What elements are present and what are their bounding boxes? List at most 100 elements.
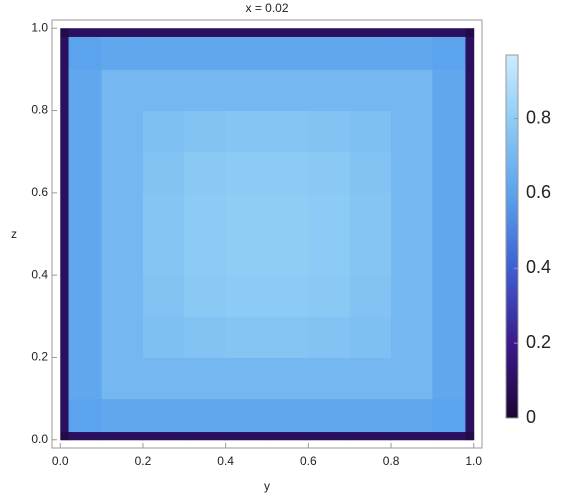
heatmap-cell [225,192,268,235]
heatmap-cell [465,36,475,70]
heatmap-cell [101,316,144,358]
heatmap-cell [349,275,392,317]
heatmap-cell [225,234,268,276]
x-tick-label: 0.8 [383,454,400,468]
heatmap-cell [60,275,70,317]
heatmap-cell [267,36,309,70]
heatmap-cell [349,36,392,70]
heatmap-cell [60,316,70,358]
colorbar-tick-label: 0 [526,407,536,427]
heatmap-cell [465,431,475,441]
heatmap-cell [60,192,70,235]
heatmap-cell [68,110,103,153]
heatmap-cell [267,151,309,194]
heatmap-cell [184,431,227,441]
heatmap-cell [68,36,103,70]
heatmap-cell [60,36,70,70]
heatmap-cell [225,28,268,37]
heatmap-cell [308,316,351,358]
heatmap-cell [349,398,392,433]
heatmap-cell [391,151,433,194]
x-tick-label: 0.4 [217,454,234,468]
heatmap-cell [432,110,466,153]
heatmap-cell [308,192,351,235]
y-axis-label: z [11,227,17,241]
heatmap-cell [308,398,351,433]
heatmap-cell [184,151,227,194]
heatmap-cell [432,431,466,441]
heatmap-cell [60,28,70,37]
heatmap-cell [101,398,144,433]
heatmap-cell [267,192,309,235]
heatmap-cell [267,431,309,441]
heatmap-cell [432,151,466,194]
heatmap-cell [68,275,103,317]
heatmap-cell [101,151,144,194]
colorbar: 0 0.2 0.4 0.6 0.8 [505,54,551,427]
heatmap-cell [308,110,351,153]
heatmap-cell [184,110,227,153]
heatmap-cell [391,234,433,276]
heatmap-cell [60,69,70,112]
colorbar-tick-label: 0.6 [526,182,551,202]
heatmap-cell [465,151,475,194]
heatmap-cell [101,357,144,400]
heatmap-cell [391,36,433,70]
heatmap-cell [184,398,227,433]
heatmap-cell [432,69,466,112]
heatmap-cell [101,69,144,112]
heatmap-cell [225,398,268,433]
y-tick-label: 0.2 [31,350,48,364]
heatmap-cell [142,192,185,235]
heatmap-cell [349,234,392,276]
heatmap-cell [101,28,144,37]
heatmap-cell [142,431,185,441]
heatmap-cell [308,36,351,70]
heatmap-cell [267,234,309,276]
heatmap-cell [101,36,144,70]
y-tick-label: 1.0 [31,20,48,34]
heatmap-cell [225,110,268,153]
heatmap-cell [60,110,70,153]
heatmap-cell [391,192,433,235]
heatmap-cell [60,151,70,194]
heatmap-cell [68,431,103,441]
heatmap-cell [142,28,185,37]
y-tick-label: 0.6 [31,185,48,199]
heatmap-cell [184,234,227,276]
heatmap-cell [68,357,103,400]
heatmap-cell [101,110,144,153]
heatmap-cell [184,28,227,37]
heatmap-cell [391,431,433,441]
heatmap-cell [465,398,475,433]
heatmap-cell [184,36,227,70]
heatmap-cell [349,316,392,358]
heatmap-cell [225,275,268,317]
heatmap-cell [184,192,227,235]
heatmap-cell [391,110,433,153]
heatmap-cell [267,69,309,112]
heatmap-cell [68,69,103,112]
heatmap-cell [68,316,103,358]
heatmap-cell [465,357,475,400]
heatmap-cell [60,398,70,433]
heatmap-cell [391,357,433,400]
heatmap-cell [68,234,103,276]
x-axis-label: y [264,479,270,493]
heatmap-cell [184,275,227,317]
y-tick-label: 0.4 [31,267,48,281]
heatmap-cell [267,275,309,317]
chart-title: x = 0.02 [245,1,288,15]
heatmap-cell [432,192,466,235]
heatmap-cell [60,431,70,441]
heatmap-cell [308,431,351,441]
heatmap-cell [465,110,475,153]
heatmap-cell [465,69,475,112]
heatmap-cell [68,398,103,433]
heatmap-cell [225,431,268,441]
heatmap-cell [432,398,466,433]
heatmap-cell [142,398,185,433]
heatmap-cell [68,28,103,37]
heatmap-cell [308,275,351,317]
